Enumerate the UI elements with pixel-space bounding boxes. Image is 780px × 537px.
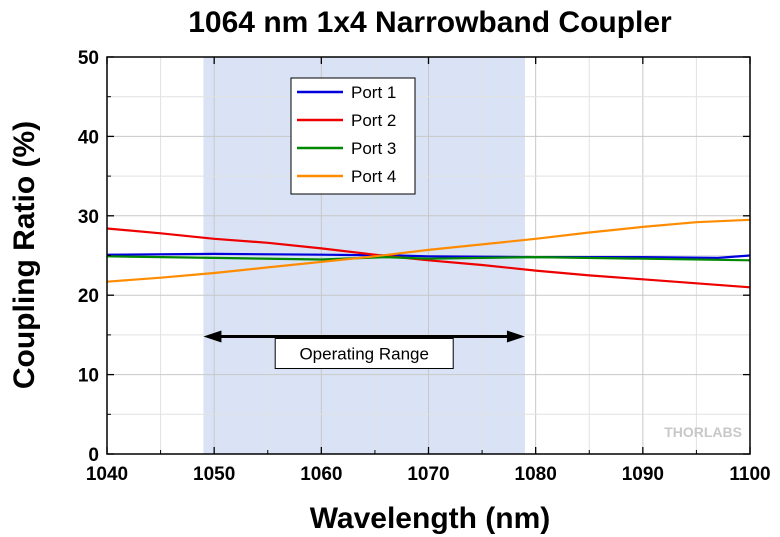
x-axis: 1040 1050 1060 1070 1080 1090 1100 <box>86 57 771 485</box>
x-axis-label: Wavelength (nm) <box>310 502 551 535</box>
thorlabs-watermark: THORLABS <box>664 424 742 440</box>
y-tick-label: 20 <box>78 286 99 307</box>
x-tick-label: 1060 <box>300 464 342 485</box>
legend-label: Port 2 <box>351 111 396 130</box>
annotation-text: Operating Range <box>299 344 428 363</box>
operating-range-annotation: Operating Range <box>203 330 525 369</box>
x-tick-label: 1100 <box>729 464 770 485</box>
operating-range-arrow <box>203 330 525 343</box>
y-axis-label: Coupling Ratio (%) <box>8 121 41 389</box>
legend-item: Port 4 <box>297 167 396 186</box>
y-tick-label: 30 <box>78 207 99 228</box>
series-line-port-1 <box>106 252 751 259</box>
y-axis: 0 10 20 30 40 50 <box>78 48 750 466</box>
y-tick-label: 40 <box>78 127 99 148</box>
legend-box <box>290 77 416 195</box>
y-tick-label: 10 <box>78 366 99 387</box>
series-line-port-3 <box>106 255 751 262</box>
y-tick-label: 50 <box>78 48 99 69</box>
series-line-port-4 <box>106 218 751 283</box>
x-tick-label: 1050 <box>193 464 235 485</box>
x-tick-label: 1080 <box>515 464 557 485</box>
series-line-port-2 <box>106 227 751 289</box>
chart-title: 1064 nm 1x4 Narrowband Coupler <box>188 6 672 39</box>
series-group <box>106 218 751 289</box>
x-tick-label: 1070 <box>407 464 449 485</box>
arrow-head-right <box>506 330 525 343</box>
legend-item: Port 1 <box>297 83 396 102</box>
legend-item: Port 2 <box>297 111 396 130</box>
y-tick-label: 0 <box>88 445 99 466</box>
x-tick-label: 1090 <box>622 464 664 485</box>
legend-item: Port 3 <box>297 139 396 158</box>
legend-label: Port 1 <box>351 83 396 102</box>
x-tick-label: 1040 <box>86 464 128 485</box>
legend-label: Port 4 <box>351 167 396 186</box>
legend-label: Port 3 <box>351 139 396 158</box>
arrow-head-left <box>203 330 222 343</box>
annotation-box <box>274 337 454 369</box>
legend: Port 1 Port 2 Port 3 Port 4 <box>290 77 416 195</box>
